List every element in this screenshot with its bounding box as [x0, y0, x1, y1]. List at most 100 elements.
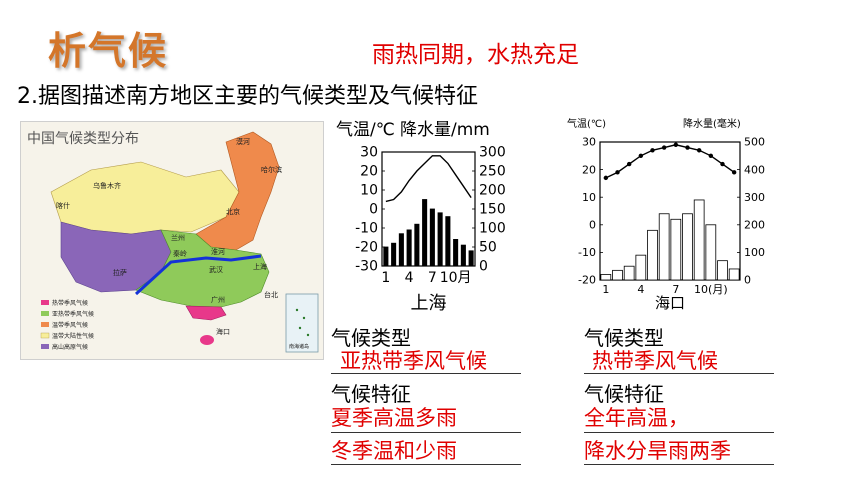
hk-type-label: 气候类型 [584, 326, 664, 350]
temperature-line [605, 144, 735, 179]
precip-tick-label: 500 [744, 136, 765, 149]
temperature-tick-label: -20 [578, 274, 596, 287]
legend-label: 热带季风气候 [52, 299, 88, 307]
temperature-point [650, 148, 655, 153]
temperature-tick-label: 0 [589, 218, 596, 231]
precip-bar [600, 274, 612, 281]
precip-bar [437, 212, 443, 267]
precip-bar [383, 246, 389, 267]
temperature-point [685, 145, 690, 150]
precip-tick-label: 300 [479, 145, 506, 161]
place-label: 上海 [253, 262, 267, 271]
hk-type-value: 热带季风气候 [592, 349, 718, 373]
temperature-point [626, 161, 632, 167]
china-climate-map: 漠河 哈尔滨 乌鲁木齐 喀什 北京 兰州 秦岭 淮河 拉萨 武汉 上海 广州 台… [20, 121, 324, 360]
month-tick-label: 1 [381, 270, 390, 286]
temperature-point [720, 161, 725, 167]
precip-bar [682, 213, 693, 281]
place-label: 乌鲁木齐 [93, 181, 121, 190]
shanghai-climate-chart: 气温/℃ 降水量/mm3020100-10-20-3030025020015010… [330, 115, 530, 315]
qinling-huaihe-line [134, 254, 262, 296]
south-sea-inset [285, 293, 319, 353]
month-tick-label: 10(月) [694, 283, 728, 296]
precip-bar [414, 223, 420, 267]
place-label: 淮河 [211, 247, 225, 256]
place-label: 北京 [226, 207, 240, 216]
temperature-point [673, 142, 679, 147]
right-axis-label: 降水量(毫米) [683, 117, 741, 130]
place-label: 拉萨 [113, 268, 127, 277]
month-tick-label: 4 [405, 270, 414, 286]
place-label: 海口 [216, 327, 230, 336]
precip-bar [693, 199, 705, 281]
place-label: 台北 [264, 290, 278, 299]
temperature-tick-label: -30 [355, 259, 378, 275]
precip-bar [445, 216, 451, 267]
temperature-point [603, 175, 609, 181]
sh-type-value: 亚热带季风气候 [340, 349, 487, 373]
temperature-tick-label: 20 [360, 164, 378, 180]
temperature-tick-label: -10 [355, 221, 378, 237]
region-tropical-island [200, 335, 214, 345]
precip-bar [391, 242, 397, 267]
precip-bar [623, 265, 635, 281]
sh-feature-line1: 夏季高温多雨 [331, 406, 457, 430]
temperature-line [385, 155, 472, 203]
inset-label: 南海诸岛 [289, 343, 309, 350]
map-graphic: 漠河 哈尔滨 乌鲁木齐 喀什 北京 兰州 秦岭 淮河 拉萨 武汉 上海 广州 台… [21, 122, 323, 359]
sh-feature-label: 气候特征 [331, 382, 411, 406]
place-label: 武汉 [209, 265, 223, 274]
temperature-tick-label: -10 [578, 246, 596, 259]
temperature-tick-label: 30 [360, 145, 378, 161]
precip-tick-label: 200 [744, 218, 765, 231]
precip-bar [612, 269, 623, 281]
precip-bar [635, 254, 647, 281]
precip-tick-label: 0 [744, 274, 751, 287]
precip-bar [647, 229, 658, 281]
temperature-point [708, 153, 714, 158]
precip-bar [422, 199, 428, 267]
temperature-tick-label: -20 [355, 240, 378, 256]
precip-bar [658, 213, 670, 281]
map-title: 中国气候类型分布 [27, 131, 139, 147]
question-text: 2.据图描述南方地区主要的气候类型及气候特征 [17, 84, 478, 109]
precip-bar [460, 244, 466, 267]
temperature-point [638, 153, 644, 158]
place-label: 喀什 [56, 201, 70, 210]
precip-bar [717, 260, 728, 281]
month-tick-label: 10月 [440, 270, 472, 286]
temperature-point [696, 148, 702, 153]
place-label: 哈尔滨 [261, 165, 282, 174]
place-label: 秦岭 [173, 249, 187, 258]
precip-bar [728, 268, 740, 281]
sh-feature-line2: 冬季温和少雨 [331, 439, 457, 463]
month-tick-label: 7 [428, 270, 437, 286]
place-label: 漠河 [236, 137, 250, 146]
plot-frame [599, 141, 741, 281]
precip-bar [406, 229, 412, 267]
temperature-point [615, 170, 620, 175]
region-temperate-monsoon [195, 131, 280, 251]
answer-line [584, 464, 774, 465]
place-label: 兰州 [171, 233, 185, 242]
answer-line [584, 432, 774, 433]
precip-bar [468, 250, 474, 267]
precip-bar [453, 239, 459, 267]
station-name: 上海 [411, 293, 447, 314]
place-label: 广州 [211, 295, 225, 304]
precip-tick-label: 0 [479, 259, 488, 275]
left-axis-label: 气温(℃) [567, 117, 606, 130]
temperature-tick-label: 0 [369, 202, 378, 218]
precip-bar [705, 224, 717, 281]
legend-label: 亚热带季风气候 [52, 310, 94, 318]
precip-bar [398, 233, 404, 267]
station-name: 海口 [655, 294, 685, 312]
precip-bar [670, 218, 682, 281]
legend-label: 温带季风气候 [52, 321, 88, 329]
hk-feature-label: 气候特征 [584, 382, 664, 406]
temperature-tick-label: 20 [582, 163, 596, 176]
precip-tick-label: 200 [479, 183, 506, 199]
left-axis-label: 气温/℃ [336, 120, 395, 140]
answer-line [584, 373, 774, 374]
legend-label: 温带大陆性气候 [52, 332, 94, 340]
